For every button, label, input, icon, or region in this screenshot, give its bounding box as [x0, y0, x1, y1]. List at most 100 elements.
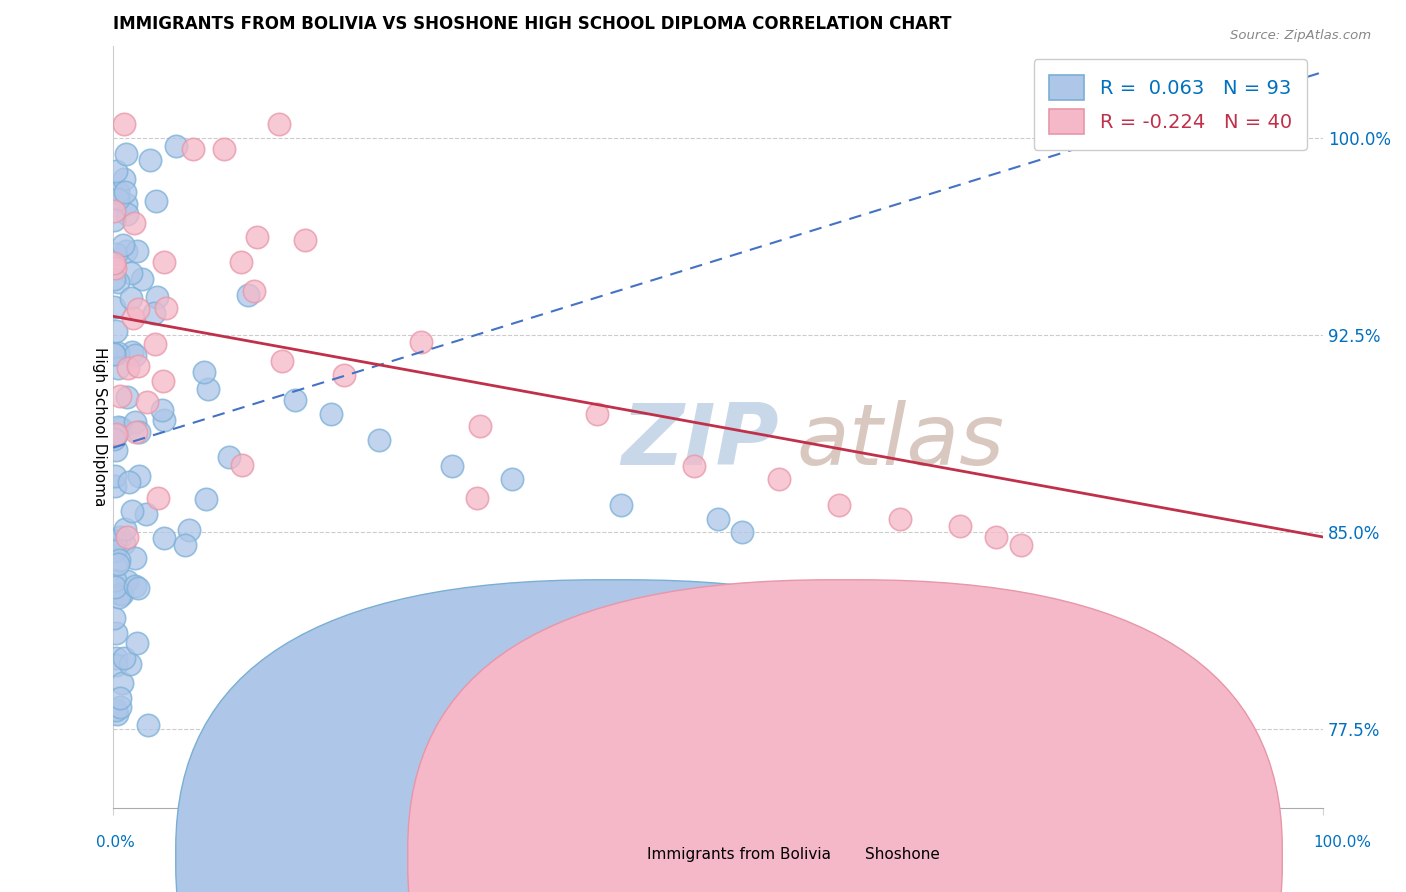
Point	[368, 433, 391, 447]
Point	[124, 550, 146, 565]
Point	[146, 491, 169, 505]
Point	[118, 475, 141, 489]
Point	[197, 382, 219, 396]
Point	[104, 479, 127, 493]
Point	[105, 427, 128, 442]
Point	[104, 533, 127, 548]
Point	[409, 334, 432, 349]
Point	[135, 395, 157, 409]
Point	[153, 531, 176, 545]
Point	[165, 139, 187, 153]
Point	[103, 611, 125, 625]
Point	[103, 430, 125, 444]
Point	[177, 523, 200, 537]
Point	[105, 626, 128, 640]
Point	[319, 407, 342, 421]
Point	[142, 306, 165, 320]
Point	[768, 472, 790, 486]
Point	[218, 450, 240, 464]
Point	[111, 676, 134, 690]
Point	[110, 389, 132, 403]
Point	[610, 499, 633, 513]
Point	[115, 574, 138, 589]
Point	[125, 636, 148, 650]
Point	[150, 403, 173, 417]
Text: Immigrants from Bolivia: Immigrants from Bolivia	[647, 847, 831, 862]
Point	[828, 499, 851, 513]
Point	[108, 530, 131, 544]
Point	[121, 344, 143, 359]
Point	[114, 522, 136, 536]
Point	[103, 213, 125, 227]
Point	[107, 361, 129, 376]
Point	[127, 359, 149, 374]
Point	[103, 544, 125, 558]
Point	[103, 347, 125, 361]
Point	[114, 185, 136, 199]
Point	[107, 345, 129, 359]
Legend: R =  0.063   N = 93, R = -0.224   N = 40: R = 0.063 N = 93, R = -0.224 N = 40	[1033, 59, 1308, 150]
Point	[103, 573, 125, 587]
Point	[105, 325, 128, 339]
Point	[231, 458, 253, 472]
Point	[731, 524, 754, 539]
Point	[124, 415, 146, 429]
Point	[103, 347, 125, 361]
Point	[121, 504, 143, 518]
Point	[127, 301, 149, 316]
Point	[122, 216, 145, 230]
Point	[131, 272, 153, 286]
Point	[120, 291, 142, 305]
Point	[136, 717, 159, 731]
Point	[124, 425, 146, 439]
Point	[333, 368, 356, 382]
Point	[112, 536, 135, 550]
Point	[107, 420, 129, 434]
Point	[104, 260, 127, 275]
Point	[153, 413, 176, 427]
Point	[115, 390, 138, 404]
Point	[110, 587, 132, 601]
Point	[212, 143, 235, 157]
Point	[194, 492, 217, 507]
Point	[105, 703, 128, 717]
Point	[117, 530, 139, 544]
Text: Shoshone: Shoshone	[865, 847, 939, 862]
Point	[104, 246, 127, 260]
Point	[236, 287, 259, 301]
Point	[155, 301, 177, 316]
Point	[294, 233, 316, 247]
Point	[103, 271, 125, 285]
Point	[246, 229, 269, 244]
Y-axis label: High School Diploma: High School Diploma	[93, 347, 107, 507]
Point	[889, 511, 911, 525]
Point	[128, 425, 150, 439]
Point	[120, 266, 142, 280]
Point	[986, 530, 1008, 544]
Point	[104, 442, 127, 457]
Point	[128, 469, 150, 483]
Point	[110, 421, 132, 435]
Point	[229, 255, 252, 269]
Point	[127, 244, 149, 259]
Text: IMMIGRANTS FROM BOLIVIA VS SHOSHONE HIGH SCHOOL DIPLOMA CORRELATION CHART: IMMIGRANTS FROM BOLIVIA VS SHOSHONE HIGH…	[112, 15, 952, 33]
Text: atlas: atlas	[797, 401, 1005, 483]
Point	[173, 538, 195, 552]
Point	[105, 658, 128, 673]
Text: Source: ZipAtlas.com: Source: ZipAtlas.com	[1230, 29, 1371, 42]
Point	[124, 348, 146, 362]
Point	[112, 238, 135, 252]
Point	[501, 472, 523, 486]
Point	[117, 360, 139, 375]
Point	[243, 285, 266, 299]
Point	[105, 164, 128, 178]
Point	[112, 651, 135, 665]
Point	[122, 310, 145, 325]
Point	[139, 153, 162, 167]
Text: ZIP: ZIP	[621, 401, 779, 483]
Point	[465, 491, 488, 505]
Point	[271, 354, 294, 368]
Point	[104, 580, 127, 594]
Point	[949, 519, 972, 533]
Point	[127, 582, 149, 596]
